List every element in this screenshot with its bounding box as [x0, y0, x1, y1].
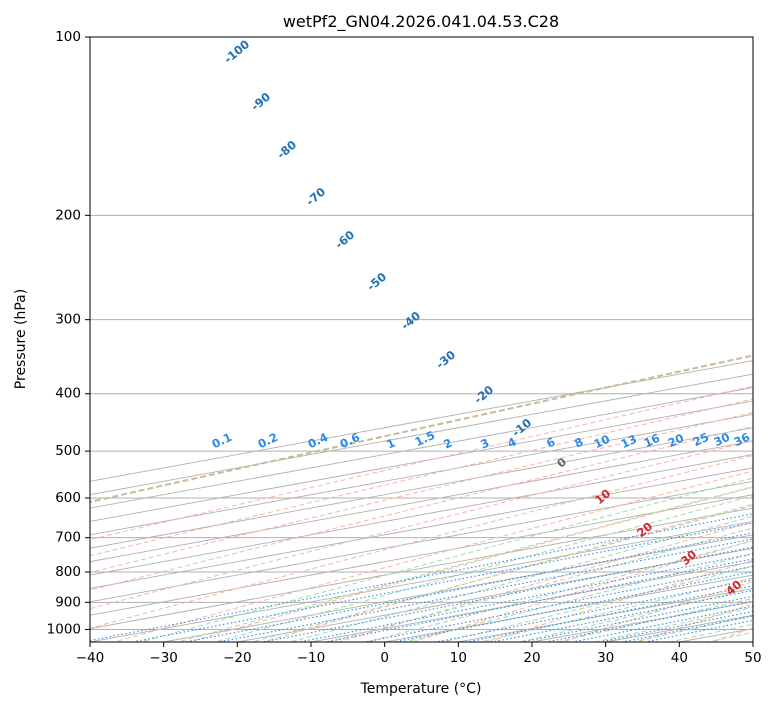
dry-adiabat--70: [90, 425, 753, 591]
y-tick-label: 300: [55, 312, 81, 328]
x-tick-label: 20: [523, 650, 540, 666]
y-tick-label: 900: [55, 594, 81, 610]
mixing-ratio-label: 25: [691, 430, 711, 449]
outline-curve: [90, 354, 753, 503]
dry-adiabat--60: [90, 440, 753, 610]
isotherm--40: [90, 520, 753, 642]
y-tick-label: 700: [55, 530, 81, 546]
dry-adiabat-20: [560, 580, 753, 642]
dry-adiabat--50: [90, 455, 753, 629]
mixing-ratio-line-2: [182, 532, 753, 642]
dry-adiabat--100: [90, 385, 753, 541]
isotherm--60: [90, 494, 753, 616]
x-tick-label: 0: [380, 650, 389, 666]
y-tick-label: 500: [55, 443, 81, 459]
x-tick-label: −10: [297, 650, 326, 666]
chart-title: wetPf2_GN04.2026.041.04.53.C28: [283, 12, 559, 32]
mixing-ratio-label: 36: [732, 430, 752, 449]
isotherm--90: [90, 454, 753, 576]
moist-adiabat--20: [213, 495, 753, 642]
mixing-ratio-label: 16: [642, 431, 662, 450]
mixing-ratio-line-14: [569, 605, 753, 642]
mixing-ratio-line-16: [619, 615, 753, 642]
mixing-ratio-label: 30: [712, 430, 732, 449]
mixing-ratio-line-5: [296, 553, 753, 642]
y-tick-label: 600: [55, 490, 81, 506]
mixing-ratio-label: 13: [619, 432, 639, 451]
mixing-ratio-line-17: [642, 619, 753, 642]
isotherm--30: [163, 534, 753, 642]
moist-adiabat-0: [364, 539, 753, 642]
moist-adiabat-15: [478, 577, 753, 642]
mixing-ratio-line-6: [323, 558, 753, 642]
x-tick-label: −30: [149, 650, 178, 666]
background-lines: [90, 354, 753, 642]
x-tick-label: −40: [76, 650, 105, 666]
x-tick-label: 30: [597, 650, 614, 666]
moist-adiabat--25: [176, 486, 753, 642]
y-tick-label: 800: [55, 564, 81, 580]
x-tick-label: −20: [223, 650, 252, 666]
y-tick-label: 400: [55, 386, 81, 402]
moist-adiabat--10: [288, 515, 753, 642]
mixing-ratio-line-15: [597, 610, 753, 642]
plot-frame: [89, 36, 754, 643]
mixing-ratio-line-4: [259, 546, 753, 642]
mixing-ratio-line-0: [90, 513, 753, 641]
mixing-ratio-line-3: [216, 538, 753, 642]
x-axis-label: Temperature (°C): [360, 681, 482, 697]
mixing-ratio-label: 20: [666, 431, 686, 450]
dry-adiabat--30: [187, 486, 753, 642]
y-tick-label: 1000: [47, 621, 81, 637]
axes: −40 −30 −20 −10 0 10 20 30 40 50 100 200 300 400 500 60…: [47, 29, 762, 666]
isotherm--50: [90, 507, 753, 630]
isotherm--70: [90, 480, 753, 603]
dry-adiabat--10: [336, 521, 753, 642]
y-axis-label: Pressure (hPa): [13, 289, 29, 389]
x-tick-label: 40: [671, 650, 688, 666]
isotherm--110: [90, 427, 753, 549]
x-tick-label: 10: [450, 650, 467, 666]
isotherm--100: [90, 440, 753, 563]
y-tick-label: 100: [55, 29, 81, 45]
y-tick-label: 200: [55, 207, 81, 223]
dry-adiabat--80: [90, 411, 753, 574]
moist-adiabat-25: [554, 597, 753, 642]
moist-adiabat--15: [250, 505, 753, 642]
dry-adiabat-10: [485, 559, 753, 642]
x-tick-label: 50: [744, 650, 761, 666]
mixing-ratio-label: 10: [592, 432, 612, 451]
